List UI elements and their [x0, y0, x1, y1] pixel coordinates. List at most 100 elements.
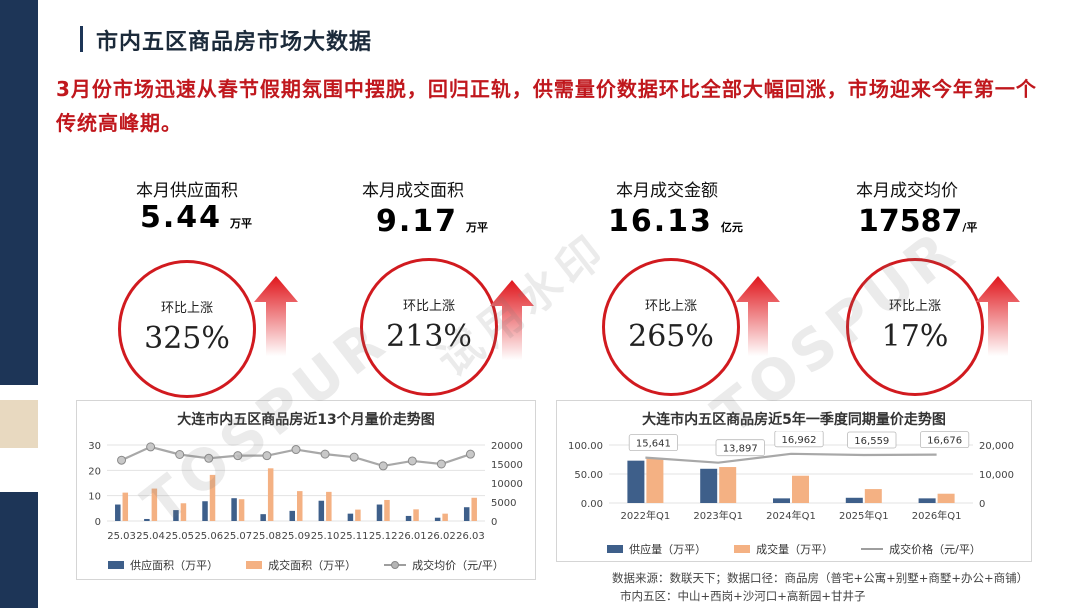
x-tick-label: 26.02 — [427, 531, 456, 542]
chart-title: 大连市内五区商品房近13个月量价走势图 — [177, 412, 435, 428]
bar-deal — [864, 489, 882, 503]
data-label-box — [628, 434, 678, 452]
up-arrow-icon — [736, 276, 780, 356]
chart-5-year-q1: 大连市内五区商品房近5年一季度同期量价走势图 0.00 50.00 100.00 0 1… — [556, 400, 1032, 562]
bar-supply — [463, 507, 470, 521]
kpi-change-value: 265% — [628, 319, 714, 354]
price-point — [291, 445, 301, 455]
kpi-avg-price: 本月成交均价 17587/平 环比上涨 17% — [842, 176, 1072, 396]
sidebar-beige-block — [0, 400, 38, 448]
bar-deal — [180, 503, 187, 521]
x-tick-label: 2026年Q1 — [912, 509, 962, 522]
x-tick-label: 25.12 — [369, 531, 398, 542]
bar-deal — [442, 513, 448, 521]
title-accent-bar — [80, 26, 83, 52]
price-point — [349, 452, 359, 462]
kpi-label: 本月成交面积 — [362, 181, 464, 201]
chart-13-month-trend: 大连市内五区商品房近13个月量价走势图 0 10 20 30 0 5000 10000 150… — [76, 400, 536, 580]
sidebar-decoration — [0, 0, 38, 608]
sidebar-navy-block — [0, 0, 38, 385]
kpi-label: 本月成交均价 — [856, 181, 958, 201]
page-title: 市内五区商品房市场大数据 — [96, 30, 373, 55]
y-right-tick-label: 20,000 — [979, 441, 1014, 452]
bar-supply — [845, 497, 863, 503]
kpi-change-label: 环比上涨 — [160, 301, 213, 316]
data-label-box — [774, 431, 824, 448]
y-left-tick-label: 20 — [88, 466, 101, 477]
kpi-unit: 万平 — [466, 221, 489, 234]
kpi-change-circle: 环比上涨 325% — [118, 260, 256, 398]
legend-price: 成交均价（元/平） — [384, 557, 504, 573]
bar-deal — [355, 509, 361, 521]
y-left-tick-label: 100.00 — [568, 441, 603, 452]
x-tick-label: 25.09 — [282, 531, 311, 542]
kpi-deal-area: 本月成交面积 9.17 万平 环比上涨 213% — [350, 176, 580, 396]
chart-legend: 供应面积（万平） 成交面积（万平） 成交均价（元/平） — [77, 557, 535, 573]
bar-supply — [434, 517, 441, 521]
legend-supply: 供应量（万平） — [607, 541, 706, 557]
price-point — [407, 456, 417, 466]
bar-deal — [792, 475, 809, 503]
y-right-tick-label: 15000 — [491, 460, 523, 471]
chart-title: 大连市内五区商品房近5年一季度同期量价走势图 — [642, 412, 946, 428]
bar-supply — [347, 513, 354, 521]
x-tick-label: 25.05 — [165, 531, 194, 542]
legend-price: 成交价格（元/平） — [861, 541, 981, 557]
bar-supply — [173, 510, 179, 521]
bar-deal — [151, 488, 158, 521]
data-label: 15,641 — [636, 439, 671, 450]
x-tick-label: 25.07 — [224, 531, 253, 542]
bar-supply — [202, 501, 208, 521]
x-tick-label: 25.03 — [107, 531, 136, 542]
source-line: 数据来源：数联天下；数据口径：商品房（普宅+公寓+别墅+商墅+办公+商铺） — [612, 571, 1029, 585]
bar-deal — [209, 474, 216, 521]
x-tick-label: 25.10 — [311, 531, 340, 542]
y-right-tick-label: 5000 — [491, 498, 516, 509]
kpi-unit: 万平 — [230, 217, 253, 230]
kpi-value: 16.13 亿元 — [608, 204, 743, 239]
chart-legend: 供应量（万平） 成交量（万平） 成交价格（元/平） — [557, 541, 1031, 557]
price-point — [262, 451, 272, 461]
bar-deal — [413, 509, 419, 521]
bar-supply — [231, 498, 237, 521]
data-label-box — [919, 431, 970, 449]
price-point — [175, 450, 185, 459]
bar-supply — [627, 460, 645, 503]
price-point — [204, 453, 214, 463]
kpi-change-label: 环比上涨 — [888, 299, 941, 314]
bar-deal — [267, 468, 274, 521]
price-point — [233, 451, 243, 461]
y-left-tick-label: 50.00 — [574, 470, 603, 481]
x-tick-label: 2025年Q1 — [839, 509, 889, 522]
y-left-tick-label: 0.00 — [581, 499, 603, 510]
data-label: 13,897 — [723, 444, 758, 455]
bar-deal — [646, 458, 664, 503]
bar-deal — [471, 497, 477, 521]
kpi-label: 本月成交金额 — [616, 181, 718, 201]
bar-supply — [700, 468, 718, 503]
bar-deal — [238, 499, 245, 521]
bar-deal — [384, 499, 390, 521]
price-point — [378, 461, 388, 471]
bar-deal — [326, 491, 332, 521]
bar-supply — [144, 518, 150, 521]
y-right-tick-label: 10000 — [491, 479, 523, 490]
y-left-tick-label: 0 — [95, 517, 101, 528]
up-arrow-icon — [490, 280, 534, 360]
bar-supply — [773, 498, 790, 503]
legend-deal: 成交面积（万平） — [246, 557, 356, 573]
x-tick-label: 25.04 — [136, 531, 165, 542]
x-tick-label: 2022年Q1 — [621, 509, 671, 522]
kpi-value: 5.44 万平 — [140, 200, 253, 235]
kpi-change-circle: 环比上涨 17% — [846, 258, 984, 396]
bar-supply — [318, 500, 325, 521]
x-tick-label: 26.03 — [456, 531, 485, 542]
bar-supply — [289, 510, 295, 521]
bar-deal — [122, 492, 129, 521]
y-right-tick-label: 10,000 — [979, 470, 1014, 481]
y-left-tick-label: 30 — [88, 441, 101, 452]
bar-supply — [918, 498, 936, 503]
price-point — [320, 449, 330, 459]
x-tick-label: 2024年Q1 — [766, 509, 816, 522]
